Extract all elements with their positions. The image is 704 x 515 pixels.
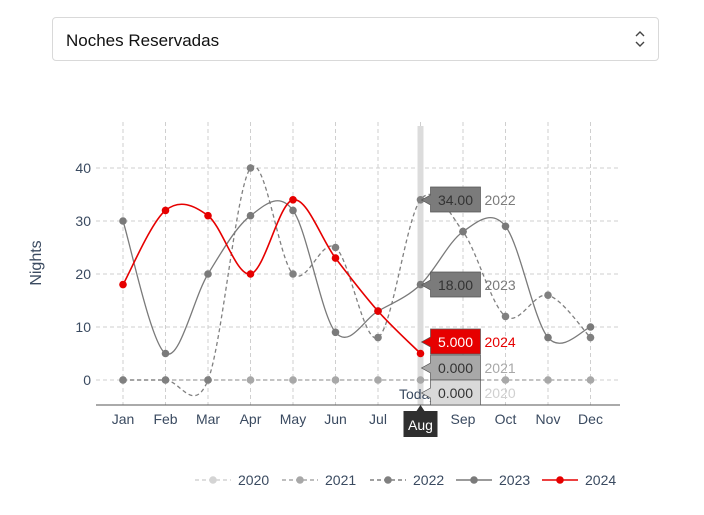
tooltip-value-2023: 18.00 xyxy=(438,277,473,293)
data-point-2022 xyxy=(161,376,170,384)
data-point-2022 xyxy=(246,164,255,172)
y-tick-label: 20 xyxy=(75,266,91,282)
data-point-2023 xyxy=(501,222,510,231)
data-point-2022 xyxy=(416,196,425,204)
legend-label-2023: 2023 xyxy=(499,472,530,488)
y-tick-label: 0 xyxy=(83,372,91,388)
data-point-2024 xyxy=(246,270,255,278)
legend-label-2021: 2021 xyxy=(325,472,356,488)
data-point-2021 xyxy=(416,376,425,384)
x-tick-label: Jan xyxy=(112,411,135,427)
tooltip-box-2022 xyxy=(420,186,481,213)
y-tick-label: 30 xyxy=(75,213,91,229)
data-point-2023 xyxy=(161,349,170,358)
data-point-2021 xyxy=(331,376,340,384)
crosshair-band xyxy=(417,126,424,405)
data-point-2023 xyxy=(246,211,255,220)
x-tick-label: Jul xyxy=(369,411,387,427)
tooltip-box-2020 xyxy=(420,379,481,406)
data-point-2024 xyxy=(161,206,170,215)
tooltip-label-2020: 2020 xyxy=(485,385,516,401)
tooltip-value-2022: 34.00 xyxy=(438,192,473,208)
data-point-2022 xyxy=(204,376,212,384)
chart-axes: 0 10 20 30 40 Jan Feb Mar Apr May Jun Jul Sep Oct Nov D… xyxy=(75,160,620,427)
x-tick-label: Dec xyxy=(578,411,603,427)
data-point-2023 xyxy=(459,227,467,236)
x-tick-label: Sep xyxy=(451,411,476,427)
y-tick-label: 40 xyxy=(75,160,91,176)
tooltip-box-2021 xyxy=(420,354,481,381)
up-down-chevron-icon xyxy=(635,31,645,47)
tooltip-label-2023: 2023 xyxy=(485,277,516,293)
data-point-2022 xyxy=(544,291,552,300)
tooltip-box-2023 xyxy=(420,271,481,298)
tooltip-label-2022: 2022 xyxy=(485,192,516,208)
data-point-2022 xyxy=(119,376,127,384)
series-line-2023 xyxy=(122,200,591,355)
data-point-2021 xyxy=(246,376,255,384)
tooltip-value-2020: 0.000 xyxy=(438,385,473,401)
tooltip-value-2024: 5.000 xyxy=(438,334,473,350)
series-lines xyxy=(122,165,591,397)
data-point-2022 xyxy=(586,333,595,342)
data-point-2024 xyxy=(289,196,297,204)
x-tick-label: Jun xyxy=(324,411,347,427)
legend-marker-2021 xyxy=(296,476,304,484)
series-line-2024 xyxy=(122,198,422,355)
highlighted-x-label: Aug xyxy=(408,417,433,433)
data-point-2024 xyxy=(374,307,382,315)
data-point-2023 xyxy=(289,206,297,215)
x-tick-label: May xyxy=(280,411,306,427)
x-tick-label: Nov xyxy=(536,411,561,427)
data-point-2024 xyxy=(204,211,212,220)
data-point-2024 xyxy=(416,349,425,358)
highlighted-x-label-box xyxy=(403,411,438,437)
x-tick-label: Feb xyxy=(153,411,177,427)
chart-grid xyxy=(96,122,620,405)
data-point-2023 xyxy=(544,333,552,342)
tooltip-label-2024: 2024 xyxy=(485,334,516,350)
legend-label-2024: 2024 xyxy=(585,472,616,488)
data-point-2023 xyxy=(119,217,127,225)
hover-crosshair: Aug xyxy=(403,126,438,437)
y-axis-label: Nights xyxy=(28,240,45,285)
data-point-2021 xyxy=(501,376,510,384)
data-point-2024 xyxy=(331,254,340,262)
data-point-2022 xyxy=(501,312,510,321)
data-point-2024 xyxy=(119,280,127,289)
x-tick-label: Apr xyxy=(240,411,262,427)
series-line-2022 xyxy=(122,165,591,397)
data-point-2023 xyxy=(204,270,212,278)
tooltip-label-2021: 2021 xyxy=(485,360,516,376)
data-point-2022 xyxy=(374,333,382,342)
data-point-2021 xyxy=(289,376,297,384)
legend-marker-2023 xyxy=(470,476,478,484)
data-point-2021 xyxy=(544,376,552,384)
legend-marker-2020 xyxy=(209,476,217,484)
data-point-2021 xyxy=(586,376,595,384)
chart-legend: 2020 2021 2022 2023 2024 xyxy=(195,472,616,488)
data-point-2022 xyxy=(331,243,340,252)
legend-marker-2022 xyxy=(384,476,392,484)
metric-select[interactable]: Noches Reservadas xyxy=(52,17,659,61)
legend-marker-2024 xyxy=(556,476,564,484)
x-tick-label: Oct xyxy=(495,411,517,427)
legend-label-2022: 2022 xyxy=(413,472,444,488)
data-point-2022 xyxy=(289,270,297,278)
metric-select-value: Noches Reservadas xyxy=(66,31,220,50)
crosshair-pointer xyxy=(416,405,425,411)
data-point-2023 xyxy=(416,280,425,289)
y-tick-label: 10 xyxy=(75,319,91,335)
legend-label-2020: 2020 xyxy=(238,472,269,488)
data-point-2023 xyxy=(331,328,340,337)
tooltip-value-2021: 0.000 xyxy=(438,360,473,376)
data-point-2021 xyxy=(374,376,382,384)
x-tick-label: Mar xyxy=(196,411,220,427)
tooltip-box-2024 xyxy=(420,328,481,355)
data-point-2023 xyxy=(586,323,595,331)
